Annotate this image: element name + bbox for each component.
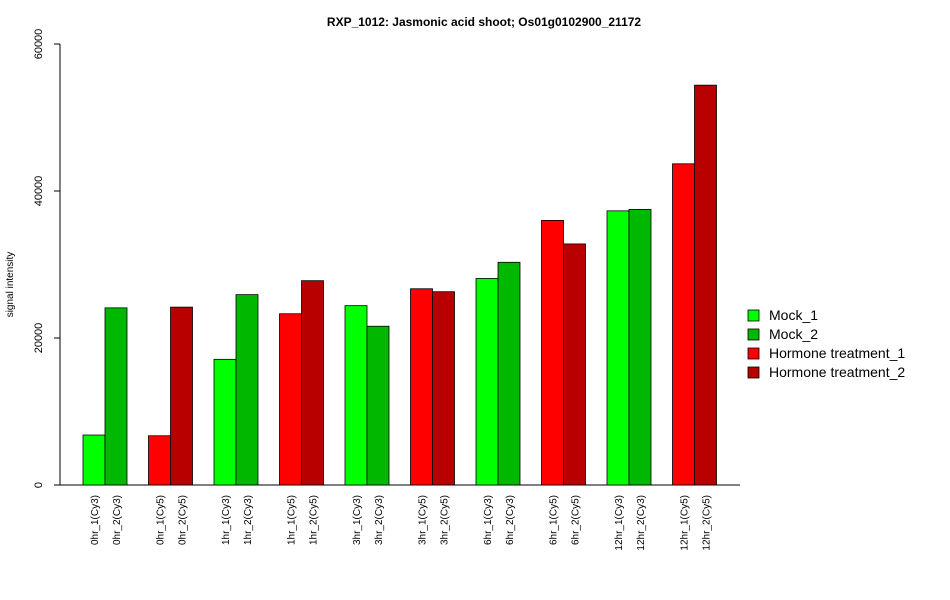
y-axis: 0 20000 40000 60000 [33,29,61,488]
bar [432,291,455,486]
category-label: 6hr_1(Cy3) [483,495,494,545]
category-label: 3hr_1(Cy5) [418,495,429,545]
bar [301,280,324,486]
bar [563,243,586,486]
category-label: 12hr_1(Cy3) [614,495,625,551]
category-label: 6hr_2(Cy3) [505,495,516,545]
category-label: 6hr_1(Cy5) [549,495,560,545]
category-label: 6hr_2(Cy5) [571,495,582,545]
category-label: 1hr_2(Cy3) [243,495,254,545]
bar [235,294,259,486]
category-label: 0hr_2(Cy5) [178,495,189,545]
y-axis-label: signal intensity [5,252,16,318]
legend-label: Hormone treatment_1 [769,345,905,361]
category-label: 1hr_1(Cy3) [221,495,232,545]
category-label: 1hr_1(Cy5) [287,495,298,545]
legend-swatch [747,347,760,360]
category-label: 1hr_2(Cy5) [309,495,320,545]
bar [82,434,106,486]
category-label: 12hr_2(Cy5) [702,495,713,551]
bars-group [82,84,717,486]
category-label: 0hr_2(Cy3) [112,495,123,545]
category-label: 3hr_1(Cy3) [352,495,363,545]
bar [672,163,695,486]
bar [344,305,368,486]
bar [694,84,717,486]
legend-label: Hormone treatment_2 [769,364,905,380]
legend-swatch [747,309,760,322]
category-label: 0hr_1(Cy3) [90,495,101,545]
bar [148,435,171,486]
bar [104,307,128,486]
bar [541,219,564,486]
bar [606,210,630,486]
category-label: 0hr_1(Cy5) [156,495,167,545]
bar [170,306,193,486]
bar [475,278,499,486]
chart-title: RXP_1012: Jasmonic acid shoot; Os01g0102… [327,15,642,29]
legend-label: Mock_2 [769,326,818,342]
category-label: 12hr_2(Cy3) [636,495,647,551]
bar [628,208,652,486]
category-labels: 0hr_1(Cy3) 0hr_2(Cy3) 0hr_1(Cy5) 0hr_2(Cy5)… [90,495,713,551]
category-label: 3hr_2(Cy5) [440,495,451,545]
bar [366,325,390,486]
category-label: 12hr_1(Cy5) [680,495,691,551]
legend-label: Mock_1 [769,307,818,323]
y-tick-label: 20000 [33,323,45,354]
y-tick-label: 0 [33,482,45,488]
bar [410,288,433,486]
bar [279,313,302,486]
legend-swatch [747,328,760,341]
y-tick-label: 60000 [33,29,45,60]
legend: Mock_1 Mock_2 Hormone treatment_1 Hormone t… [747,307,905,380]
category-label: 3hr_2(Cy3) [374,495,385,545]
bar [497,261,521,486]
y-tick-label: 40000 [33,176,45,207]
legend-swatch [747,366,760,379]
bar [213,358,237,486]
